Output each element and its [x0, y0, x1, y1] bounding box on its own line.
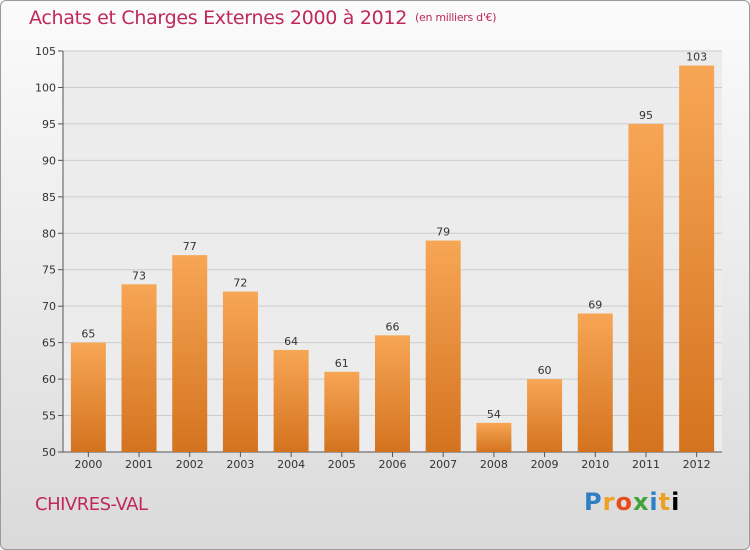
y-tick-label: 85 — [42, 191, 56, 204]
data-label: 54 — [487, 408, 501, 421]
y-tick-label: 55 — [42, 410, 56, 423]
logo-letter: o — [615, 488, 633, 516]
y-tick-label: 65 — [42, 337, 56, 350]
x-tick-label: 2005 — [328, 458, 356, 471]
y-tick-label: 95 — [42, 118, 56, 131]
x-tick-label: 2002 — [176, 458, 204, 471]
proxiti-logo: Proxiti — [584, 488, 680, 516]
x-tick-label: 2001 — [125, 458, 153, 471]
data-label: 95 — [639, 109, 653, 122]
bar — [577, 313, 613, 452]
bar — [172, 255, 208, 452]
logo-letter: P — [584, 488, 603, 516]
x-tick-label: 2012 — [683, 458, 711, 471]
logo-letter: r — [602, 488, 616, 516]
logo-letter: x — [632, 488, 650, 516]
data-label: 77 — [183, 240, 197, 253]
x-tick-label: 2011 — [632, 458, 660, 471]
bar — [222, 291, 258, 452]
data-label: 73 — [132, 269, 146, 282]
x-tick-label: 2006 — [379, 458, 407, 471]
place-name: CHIVRES-VAL — [35, 494, 148, 515]
bar — [273, 349, 309, 452]
data-label: 66 — [386, 320, 400, 333]
data-label: 103 — [686, 51, 707, 64]
data-label: 64 — [284, 335, 298, 348]
x-tick-label: 2003 — [226, 458, 254, 471]
logo-letter: i — [649, 488, 659, 516]
bar — [70, 342, 106, 452]
x-tick-label: 2008 — [480, 458, 508, 471]
data-label: 72 — [233, 277, 247, 290]
y-tick-label: 100 — [35, 81, 56, 94]
bar — [476, 422, 512, 452]
bar — [628, 123, 664, 452]
y-tick-label: 90 — [42, 154, 56, 167]
logo-letter: t — [658, 488, 672, 516]
x-tick-label: 2000 — [74, 458, 102, 471]
y-tick-label: 50 — [42, 446, 56, 459]
y-tick-label: 80 — [42, 227, 56, 240]
chart-unit: (en milliers d'€) — [415, 11, 497, 24]
data-label: 60 — [538, 364, 552, 377]
chart-title: Achats et Charges Externes 2000 à 2012 (e… — [29, 7, 497, 29]
x-tick-label: 2004 — [277, 458, 305, 471]
chart-title-text: Achats et Charges Externes 2000 à 2012 — [29, 7, 408, 29]
data-label: 79 — [436, 226, 450, 239]
x-tick-label: 2010 — [581, 458, 609, 471]
x-tick-label: 2007 — [429, 458, 457, 471]
x-tick-label: 2009 — [531, 458, 559, 471]
bar — [679, 65, 715, 452]
bar — [375, 335, 410, 452]
bar — [425, 240, 461, 452]
data-label: 61 — [335, 357, 349, 370]
data-label: 65 — [81, 328, 95, 341]
logo-letter: i — [671, 488, 681, 516]
data-label: 69 — [588, 298, 602, 311]
y-tick-label: 60 — [42, 373, 56, 386]
bar — [527, 379, 563, 452]
y-tick-label: 70 — [42, 300, 56, 313]
bar — [324, 371, 360, 452]
y-tick-label: 105 — [35, 45, 56, 58]
bar — [121, 284, 157, 452]
y-tick-label: 75 — [42, 264, 56, 277]
